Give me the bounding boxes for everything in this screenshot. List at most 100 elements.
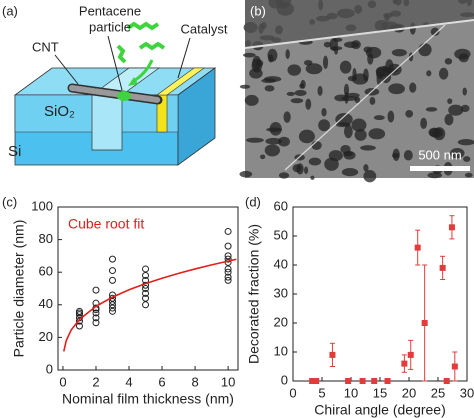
pore [450,147,465,159]
pore [239,170,253,178]
pore [339,60,352,74]
scale-bar [410,166,470,171]
pore [365,46,382,59]
pore [391,48,407,57]
point [313,378,320,384]
legend-entry: Cube root fit [68,216,144,232]
leader [54,54,79,85]
point [92,286,100,294]
label: particle [89,19,131,34]
point [92,319,100,327]
pore [285,49,290,60]
label: Si [8,143,21,160]
pore [335,122,351,128]
pore [409,82,417,93]
point [108,304,116,312]
point [108,267,116,275]
plot-frame [292,206,468,382]
panel-label: (a) [2,3,18,18]
pore [269,122,282,136]
molecule [138,41,166,51]
point [439,264,446,271]
point [108,298,116,306]
x-tick-label: 15 [373,385,387,400]
point [345,378,352,384]
pore [261,78,276,84]
y-tick-label: 30 [274,285,288,300]
y-tick-label: 10 [274,343,288,358]
pore [351,73,369,85]
point [414,244,421,251]
pore [308,157,322,166]
point [443,378,450,384]
pore [425,107,438,112]
plot-frame [57,206,239,371]
x-tick-label: 0 [59,374,66,389]
x-tick-label: 6 [158,374,165,389]
pore [363,164,369,172]
panel-label: (b) [250,3,266,18]
x-axis-title: Chiral angle (degree) [314,402,446,418]
pore [463,156,471,162]
trench [91,94,123,151]
point [92,314,100,322]
pore [363,170,377,183]
pore [448,104,464,116]
pore [430,27,440,36]
y-tick-label: 100 [31,198,53,213]
point [224,276,232,284]
pore [454,48,471,60]
pore [403,149,413,161]
pore [287,64,302,76]
point [224,227,232,235]
panel-label: (c) [2,194,17,209]
y-tick-label: 0 [46,361,53,376]
point [224,273,232,281]
label: SiO₂ [44,103,75,120]
edge [244,19,474,49]
pore [244,94,259,106]
x-tick-label: 10 [344,385,358,400]
pore [444,58,453,65]
y-tick-label: 0 [281,372,288,387]
pore [354,129,367,141]
side-face [177,67,216,166]
point [142,285,150,292]
point [329,351,336,358]
pore [322,55,329,69]
pore [351,118,367,132]
nanotube [284,24,446,171]
y-tick-label: 20 [39,329,53,344]
y-tick-label: 80 [39,231,53,246]
y-axis-title: Particle diameter (nm) [11,220,27,358]
point [309,378,316,384]
point [75,322,83,330]
pore [305,63,323,75]
x-tick-label: 30 [460,385,474,400]
pore [335,112,353,126]
y-tick-label: 40 [274,256,288,271]
pore [264,144,281,157]
point [142,271,150,279]
pore [388,83,405,95]
y-tick-label: 60 [274,198,288,213]
point [108,301,116,309]
x-tick-label: 5 [318,385,325,400]
y-tick-label: 20 [274,314,288,329]
x-tick-label: 4 [125,374,132,389]
pore [323,41,332,48]
pore [294,89,307,96]
pore [328,150,343,162]
upper-region [245,0,474,48]
cnt-wall [69,85,161,103]
pore [283,111,291,123]
x-tick-label: 0 [289,385,296,400]
pore [418,43,432,57]
pore [460,104,470,113]
point [224,268,232,276]
scale-label: 500 nm [418,147,461,162]
pore [420,117,428,130]
point [142,289,150,297]
